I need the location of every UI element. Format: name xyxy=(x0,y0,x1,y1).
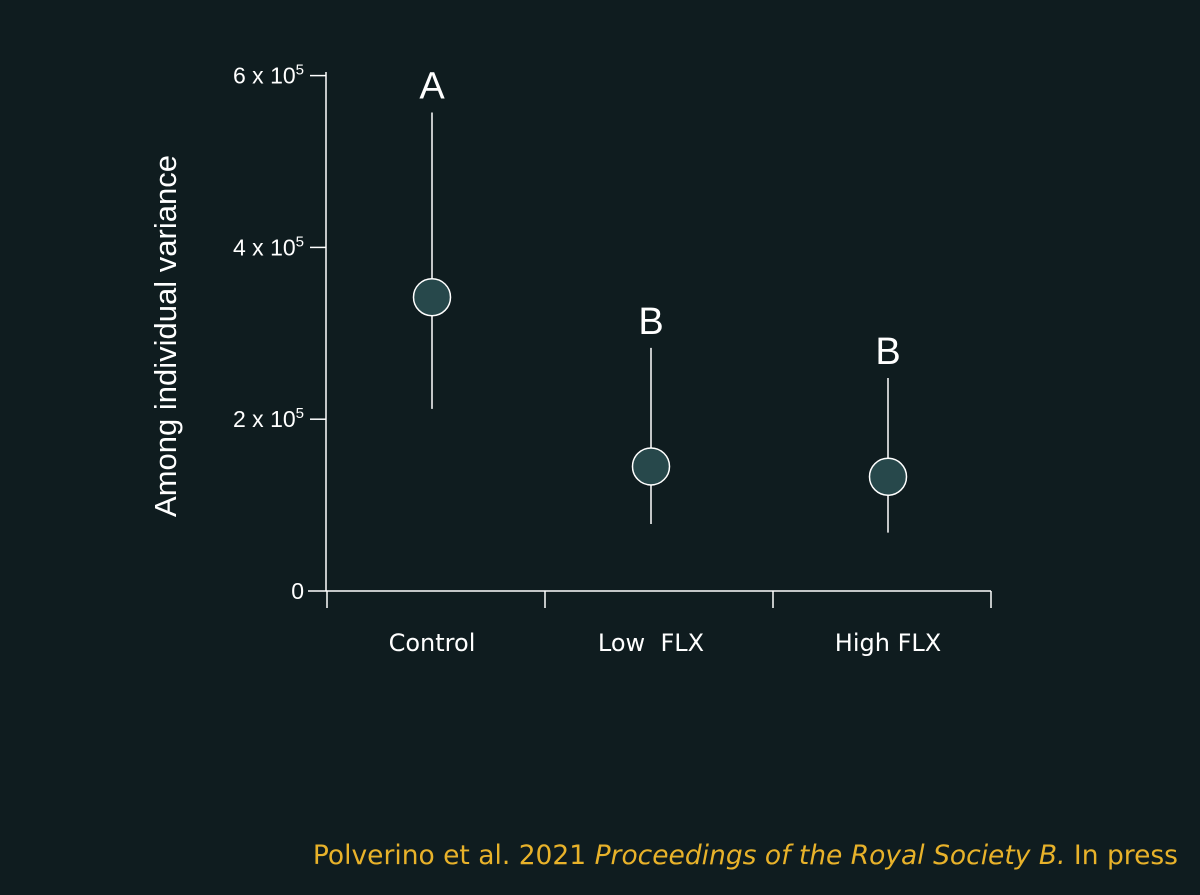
y-axis: 0 2 x 105 4 x 105 6 x 105 xyxy=(233,62,327,604)
significance-letter: B xyxy=(638,301,663,343)
y-axis-label: Among individual variance xyxy=(148,155,183,517)
y-tick-label: 2 x 105 xyxy=(233,405,304,432)
plot-area: A B B xyxy=(412,66,908,533)
citation-authors: Polverino et al. 2021 xyxy=(312,840,587,871)
citation-status: In press xyxy=(1073,840,1178,871)
data-point xyxy=(631,447,671,486)
data-point xyxy=(868,457,908,497)
x-category-label: Low FLX xyxy=(598,629,704,657)
y-tick-label: 4 x 105 xyxy=(233,233,304,260)
citation-journal: Proceedings of the Royal Society B. xyxy=(594,840,1066,871)
x-category-label: Control xyxy=(389,629,476,657)
significance-letter: A xyxy=(419,66,445,108)
citation: Polverino et al. 2021 Proceedings of the… xyxy=(313,840,1178,871)
y-tick-label: 0 xyxy=(291,578,304,604)
x-category-label: High FLX xyxy=(835,629,941,657)
significance-letter: B xyxy=(875,331,900,373)
x-axis: Control Low FLX High FLX xyxy=(308,590,992,657)
data-point xyxy=(412,277,452,317)
y-tick-label: 6 x 105 xyxy=(233,62,304,89)
